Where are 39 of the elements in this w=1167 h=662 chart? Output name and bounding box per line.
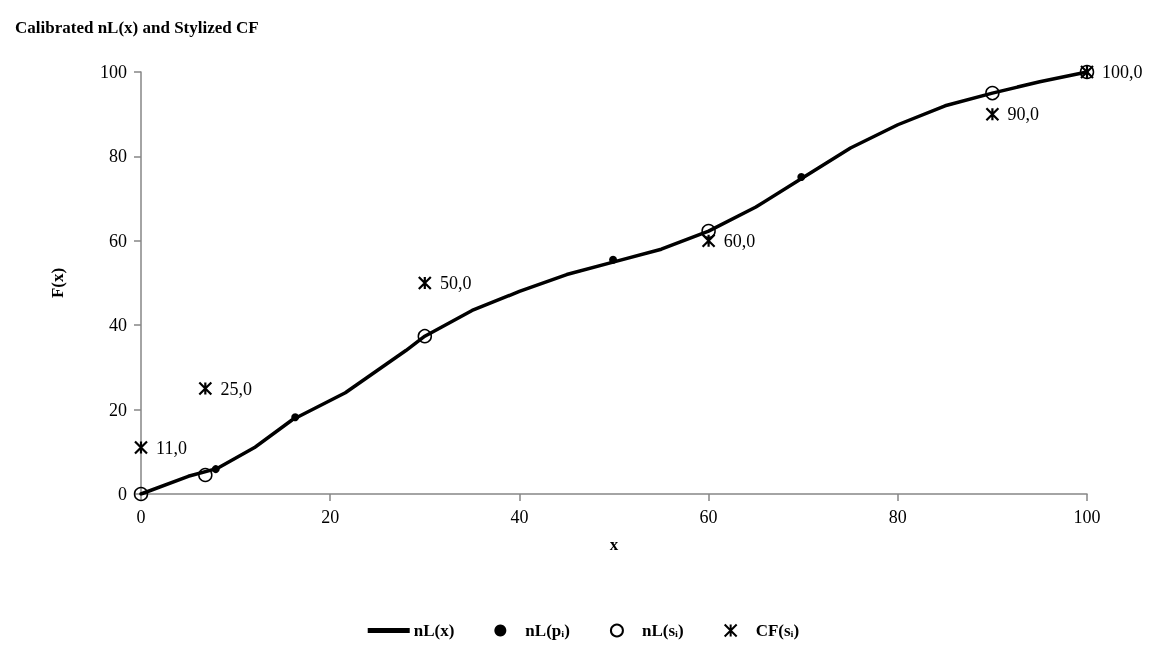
y-tick-label: 40 bbox=[109, 315, 127, 336]
point bbox=[609, 255, 618, 264]
x-axis-title: x bbox=[609, 535, 619, 554]
legend-label: CF(sᵢ) bbox=[755, 621, 800, 640]
data-label: 100,0 bbox=[1102, 62, 1143, 82]
point bbox=[701, 233, 716, 248]
data-label: 50,0 bbox=[439, 273, 472, 293]
y-tick-label: 0 bbox=[118, 484, 127, 504]
y-tick-label: 100 bbox=[100, 62, 127, 82]
x-tick-label: 40 bbox=[510, 507, 529, 527]
legend-label: nL(pᵢ) bbox=[525, 621, 570, 640]
point bbox=[291, 413, 300, 422]
x-tick-label: 20 bbox=[321, 507, 340, 527]
data-label: 25,0 bbox=[220, 378, 252, 399]
point bbox=[133, 440, 149, 455]
point bbox=[133, 486, 149, 502]
point bbox=[198, 467, 213, 483]
point bbox=[417, 328, 433, 344]
point bbox=[797, 173, 806, 182]
x-tick-label: 80 bbox=[888, 507, 907, 527]
x-tick-label: 0 bbox=[136, 507, 146, 527]
y-axis-title: F(x) bbox=[48, 267, 67, 299]
y-tick-label: 60 bbox=[109, 230, 127, 251]
legend-label: nL(x) bbox=[413, 621, 455, 640]
legend-label: nL(sᵢ) bbox=[641, 621, 684, 640]
point bbox=[198, 381, 213, 396]
data-label: 90,0 bbox=[1007, 104, 1039, 125]
point bbox=[985, 85, 1000, 101]
data-label: 60,0 bbox=[723, 230, 756, 251]
data-label: 11,0 bbox=[156, 437, 187, 458]
y-tick-label: 80 bbox=[109, 146, 127, 167]
point bbox=[417, 275, 432, 291]
chart-title: Calibrated nL(x) and Stylized CF bbox=[15, 18, 259, 37]
point bbox=[985, 107, 1000, 122]
y-tick-label: 20 bbox=[109, 399, 127, 420]
x-tick-label: 100 bbox=[1073, 507, 1101, 527]
x-tick-label: 60 bbox=[699, 507, 718, 527]
point bbox=[211, 465, 220, 474]
point bbox=[701, 223, 716, 239]
